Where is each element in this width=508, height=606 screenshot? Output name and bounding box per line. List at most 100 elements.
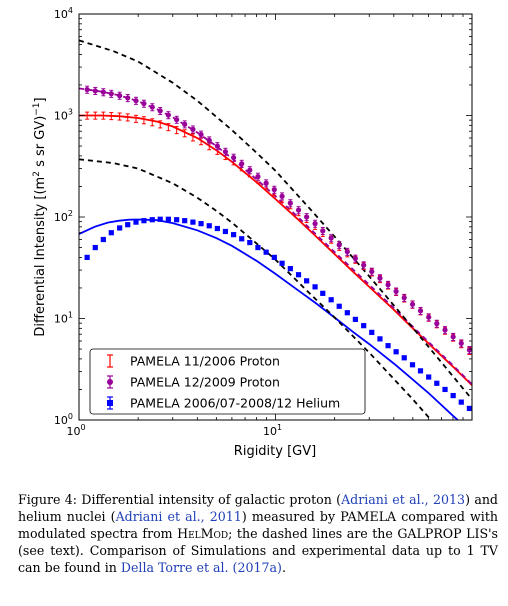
- y-axis-label: Differential Intensity [(m2 s sr GV)−1]: [32, 97, 48, 336]
- data-point: [190, 126, 196, 132]
- data-point: [450, 334, 456, 340]
- y-tick-label: 103: [54, 108, 73, 123]
- data-point: [247, 167, 253, 173]
- data-point: [165, 112, 171, 118]
- curve-helium-model: [79, 218, 460, 420]
- data-point: [149, 104, 155, 110]
- data-point: [133, 98, 139, 104]
- axis-ticks: [78, 14, 472, 421]
- data-point: [369, 268, 375, 275]
- data-point: [295, 207, 302, 213]
- data-point: [466, 405, 472, 412]
- data-point: [287, 200, 293, 206]
- data-point: [401, 295, 407, 301]
- chart: 100 101 100 101 102 103 104 Rigidity [GV] Diff…: [32, 6, 473, 459]
- data-point: [165, 216, 171, 222]
- y-tick-label: 101: [54, 311, 73, 326]
- data-point: [344, 310, 350, 316]
- data-point: [393, 349, 399, 355]
- data-point: [434, 321, 440, 327]
- citation-link-adriani-2011[interactable]: Adriani et al., 2011: [115, 509, 242, 524]
- data-point: [182, 121, 188, 127]
- data-point: [385, 282, 391, 288]
- y-tick-label: 100: [54, 412, 73, 427]
- x-tick-label: 101: [263, 423, 282, 438]
- data-point: [385, 343, 391, 349]
- data-point: [361, 262, 367, 268]
- data-point: [157, 108, 163, 114]
- data-point: [328, 297, 334, 303]
- data-point: [352, 255, 358, 262]
- data-point: [263, 180, 269, 186]
- data-point: [100, 236, 106, 243]
- data-point: [271, 254, 277, 260]
- data-point: [255, 244, 261, 251]
- data-point: [141, 100, 147, 107]
- data-point: [458, 399, 464, 405]
- tick-labels: 100 101 100 101 102 103 104: [54, 6, 282, 438]
- data-point: [409, 362, 416, 368]
- citation-link-adriani-2013[interactable]: Adriani et al., 2013: [341, 492, 466, 507]
- legend-marker: [107, 379, 113, 385]
- citation-link-della-torre-2017a[interactable]: Della Torre et al. (2017a): [120, 560, 282, 575]
- data-point: [230, 232, 237, 238]
- data-point: [279, 193, 285, 199]
- x-tick-label: 100: [66, 423, 85, 438]
- data-point: [409, 301, 416, 307]
- data-point: [108, 91, 114, 97]
- data-point: [320, 228, 326, 234]
- data-point: [190, 219, 196, 225]
- series-2: [84, 85, 472, 355]
- data-point: [336, 303, 342, 309]
- data-point: [312, 284, 318, 290]
- data-point: [295, 272, 302, 278]
- data-point: [84, 86, 90, 93]
- data-point: [442, 386, 448, 393]
- data-point: [377, 275, 383, 281]
- y-tick-label: 104: [54, 6, 73, 21]
- data-point: [206, 137, 212, 143]
- curve-proton-2006-model: [79, 114, 472, 386]
- data-point: [304, 214, 310, 220]
- data-point: [174, 217, 180, 223]
- data-point: [426, 314, 432, 320]
- data-point: [401, 355, 407, 361]
- caption-text-2: ) measured by PAMELA compared with modul…: [18, 509, 498, 541]
- data-point: [393, 288, 399, 294]
- data-point: [434, 380, 440, 386]
- data-point: [279, 260, 285, 266]
- data-point: [361, 323, 367, 329]
- data-point: [92, 88, 98, 94]
- data-point: [271, 187, 277, 193]
- data-point: [344, 249, 350, 255]
- figure-caption: Figure 4: Differential intensity of gala…: [18, 491, 498, 576]
- data-point: [304, 278, 310, 284]
- data-point: [466, 347, 472, 353]
- data-point: [450, 392, 456, 399]
- data-point: [369, 329, 375, 335]
- data-point: [214, 225, 220, 232]
- legend-label: PAMELA 12/2009 Proton: [130, 375, 280, 390]
- caption-prefix: Figure 4: Differential intensity of gala…: [18, 492, 342, 507]
- data-point: [174, 117, 180, 123]
- data-markers: [84, 85, 472, 412]
- caption-text-1: ) and helium nuclei (: [18, 492, 498, 524]
- data-point: [125, 222, 131, 228]
- data-point: [100, 89, 106, 95]
- data-point: [214, 143, 220, 149]
- caption-text-3: ; the dashed lines are the GALPROP LIS's…: [18, 526, 498, 575]
- data-point: [336, 242, 342, 248]
- data-point: [255, 174, 261, 180]
- data-point: [377, 336, 383, 342]
- data-point: [149, 217, 155, 223]
- data-point: [239, 161, 245, 167]
- data-point: [442, 327, 448, 333]
- helmod-name: HelMod: [177, 526, 229, 541]
- y-tick-label: 102: [54, 209, 73, 224]
- legend-label: PAMELA 11/2006 Proton: [130, 354, 280, 369]
- legend: PAMELA 11/2006 Proton PAMELA 12/2009 Prot…: [89, 348, 366, 415]
- data-point: [328, 235, 334, 241]
- data-point: [125, 95, 131, 101]
- data-point: [458, 340, 464, 346]
- data-point: [352, 316, 358, 322]
